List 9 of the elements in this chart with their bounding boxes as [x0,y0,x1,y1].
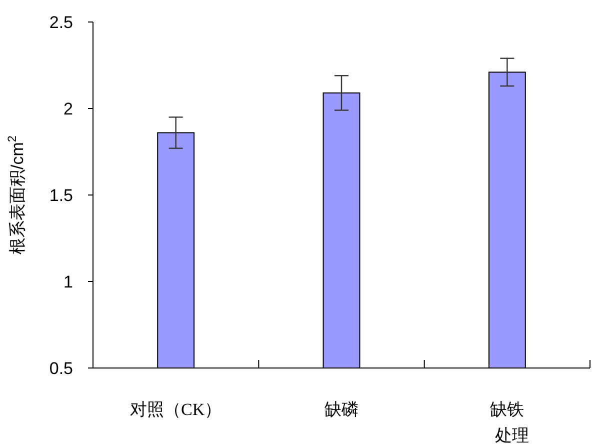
x-axis-title: 处理 [495,426,530,445]
y-tick-label: 1.5 [49,186,73,205]
y-tick-label: 2 [64,100,73,118]
x-tick-label: 对照（CK） [130,400,222,419]
x-tick-label: 缺磷 [324,400,358,419]
y-tick-label: 2.5 [49,13,73,32]
y-tick-label: 0.5 [49,359,73,378]
x-tick-label: 缺铁 [490,400,524,419]
y-tick-label: 1 [64,272,73,292]
